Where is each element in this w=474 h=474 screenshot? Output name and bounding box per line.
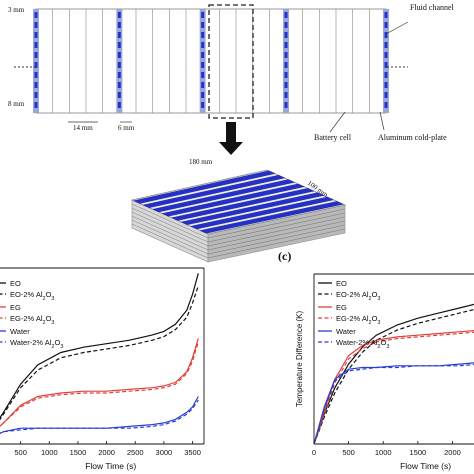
layer-line (131, 203, 209, 239)
legend-label: EG (10, 303, 21, 312)
dim-8mm-label: 8 mm (8, 100, 25, 108)
dim-3mm-label: 3 mm (8, 6, 25, 14)
series-line (0, 399, 199, 434)
top-channel (142, 174, 286, 208)
series-line (0, 285, 199, 421)
top-channel (133, 170, 276, 204)
chart-right: 05001000150020002500Flow Time (s)Tempera… (278, 249, 474, 471)
top-fluid-channels (133, 170, 344, 234)
legend-label: Water (10, 327, 30, 336)
aluminum-cold-plate-label: Aluminum cold-plate (378, 133, 447, 142)
top-channel (171, 188, 315, 221)
layer-line (207, 216, 346, 247)
legend-label: EO (336, 279, 347, 288)
layer-line (207, 224, 346, 255)
legend-label: EG-2% Al2O3 (10, 314, 54, 326)
legend-label: Water (336, 327, 356, 336)
x-tick-label: 1500 (70, 448, 87, 457)
legend-label: Water-2% Al2O3 (336, 338, 389, 350)
cold-plate-schematic: 3 mm 8 mm 14 mm 6 mm Fluid channel Batte… (8, 3, 455, 155)
x-axis-label: Flow Time (s) (85, 461, 136, 471)
pack-layer-lines (131, 203, 346, 259)
fluid-channel-leader (385, 21, 409, 35)
x-axis-label: Flow Time (s) (400, 461, 451, 471)
aluminum-plate (33, 9, 39, 113)
legend-label: EG (336, 303, 347, 312)
aluminum-plate (383, 9, 389, 113)
series-line (0, 341, 199, 427)
legend-label: EG-2% Al2O3 (336, 314, 380, 326)
series-line (313, 362, 474, 445)
series-line (313, 303, 474, 445)
layer-line (131, 211, 209, 247)
layer-line (207, 208, 346, 239)
top-channel (180, 192, 325, 225)
x-tick-label: 1000 (41, 448, 58, 457)
x-tick-label: 1000 (375, 448, 392, 457)
legend-label: Water-2% Al2O3 (10, 338, 63, 350)
legend-label: EO-2% Al2O3 (336, 290, 380, 302)
aluminum-plate (116, 9, 123, 113)
aluminum-plate (199, 9, 206, 113)
legend-label: EO-2% Al2O3 (10, 290, 54, 302)
battery-pack-3d: 180 mm 100 mm (130, 158, 347, 263)
aluminum-leader (379, 111, 385, 131)
x-tick-label: 2000 (98, 448, 115, 457)
aluminum-cold-plates (33, 9, 389, 113)
x-tick-label: 1500 (410, 448, 427, 457)
x-tick-label: 3500 (184, 448, 201, 457)
series-line (313, 364, 474, 445)
dim-14mm-label: 14 mm (73, 124, 93, 132)
layer-line (207, 228, 346, 259)
y-axis-label: Temperature Difference (K) (295, 311, 304, 408)
panel-label: (c) (278, 249, 291, 263)
dim-180mm-label: 180 mm (189, 158, 213, 166)
top-channel (190, 196, 335, 230)
x-tick-label: 3000 (156, 448, 173, 457)
x-tick-label: 0 (312, 448, 316, 457)
layer-line (131, 207, 209, 243)
x-tick-label: 500 (14, 448, 27, 457)
legend-label: EO (10, 279, 21, 288)
fluid-channel-label: Fluid channel (410, 3, 455, 12)
series-line (0, 273, 199, 419)
top-channel (161, 183, 305, 217)
series-line (313, 331, 474, 445)
module-outline (35, 8, 387, 114)
x-tick-label: 2000 (444, 448, 461, 457)
aluminum-plate (283, 9, 289, 113)
chart-left: 500 1000 1500 2000 2500 3000 3500 Flow Time (s)… (0, 267, 205, 471)
layer-line (207, 212, 346, 243)
fluid-channel-text: Fluid channel (410, 3, 455, 12)
layer-line (207, 220, 346, 251)
layer-line (131, 223, 209, 259)
top-channel (199, 201, 344, 234)
layer-line (131, 219, 209, 255)
series-line (0, 396, 199, 434)
x-tick-label: 500 (342, 448, 355, 457)
down-arrow-icon (219, 122, 243, 155)
battery-cell-label: Battery cell (314, 133, 352, 142)
battery-cell-leader (329, 111, 346, 133)
layer-line (131, 215, 209, 251)
dim-6mm-label: 6 mm (118, 124, 135, 132)
x-tick-label: 2500 (127, 448, 144, 457)
selection-box (208, 4, 254, 119)
top-channel (152, 179, 296, 213)
series-line (0, 338, 199, 427)
